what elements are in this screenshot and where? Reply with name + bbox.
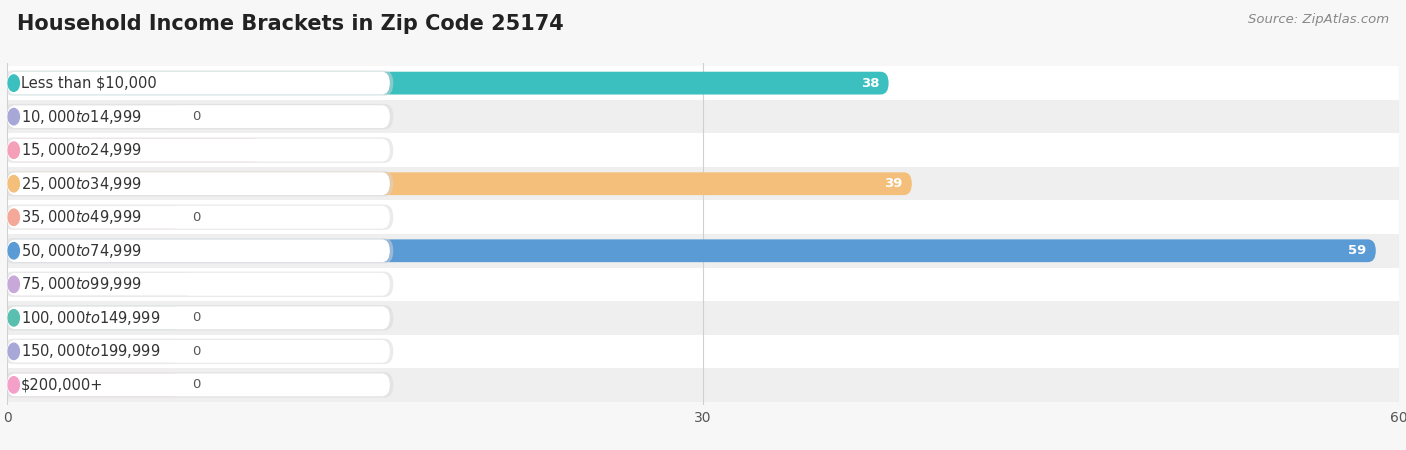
Text: 39: 39 — [884, 177, 903, 190]
Bar — [7, 133, 1399, 167]
FancyBboxPatch shape — [4, 271, 394, 297]
Text: $75,000 to $99,999: $75,000 to $99,999 — [21, 275, 142, 293]
FancyBboxPatch shape — [4, 238, 394, 264]
Text: $35,000 to $49,999: $35,000 to $49,999 — [21, 208, 142, 226]
Text: 0: 0 — [193, 311, 201, 324]
Bar — [7, 335, 1399, 368]
Text: $50,000 to $74,999: $50,000 to $74,999 — [21, 242, 142, 260]
Text: 0: 0 — [193, 110, 201, 123]
Circle shape — [8, 243, 20, 259]
Bar — [7, 200, 1399, 234]
FancyBboxPatch shape — [7, 172, 389, 195]
Text: $10,000 to $14,999: $10,000 to $14,999 — [21, 108, 142, 126]
FancyBboxPatch shape — [7, 340, 389, 363]
Text: 38: 38 — [860, 76, 879, 90]
Text: $25,000 to $34,999: $25,000 to $34,999 — [21, 175, 142, 193]
Circle shape — [8, 343, 20, 360]
Circle shape — [8, 176, 20, 192]
Text: 59: 59 — [1348, 244, 1367, 257]
FancyBboxPatch shape — [7, 105, 181, 128]
Bar — [7, 268, 1399, 301]
FancyBboxPatch shape — [7, 172, 912, 195]
Text: $200,000+: $200,000+ — [21, 378, 103, 392]
FancyBboxPatch shape — [7, 239, 1375, 262]
Text: 11: 11 — [235, 144, 253, 157]
Text: $15,000 to $24,999: $15,000 to $24,999 — [21, 141, 142, 159]
Bar — [7, 368, 1399, 402]
Circle shape — [8, 108, 20, 125]
FancyBboxPatch shape — [7, 139, 389, 162]
FancyBboxPatch shape — [7, 239, 389, 262]
FancyBboxPatch shape — [7, 306, 389, 329]
FancyBboxPatch shape — [4, 338, 394, 364]
Circle shape — [8, 377, 20, 393]
Circle shape — [8, 310, 20, 326]
Bar — [7, 66, 1399, 100]
FancyBboxPatch shape — [7, 72, 889, 94]
FancyBboxPatch shape — [4, 171, 394, 197]
FancyBboxPatch shape — [7, 273, 193, 296]
FancyBboxPatch shape — [7, 374, 181, 396]
Circle shape — [8, 209, 20, 225]
Text: Less than $10,000: Less than $10,000 — [21, 76, 156, 90]
FancyBboxPatch shape — [4, 137, 394, 163]
FancyBboxPatch shape — [7, 139, 262, 162]
FancyBboxPatch shape — [7, 72, 389, 94]
Bar — [7, 301, 1399, 335]
Text: $100,000 to $149,999: $100,000 to $149,999 — [21, 309, 160, 327]
FancyBboxPatch shape — [7, 374, 389, 396]
FancyBboxPatch shape — [7, 206, 389, 229]
Text: 8: 8 — [174, 278, 183, 291]
FancyBboxPatch shape — [7, 306, 181, 329]
Bar — [7, 167, 1399, 200]
FancyBboxPatch shape — [4, 204, 394, 230]
Text: Source: ZipAtlas.com: Source: ZipAtlas.com — [1249, 14, 1389, 27]
Text: 0: 0 — [193, 211, 201, 224]
FancyBboxPatch shape — [4, 70, 394, 96]
Bar — [7, 234, 1399, 268]
FancyBboxPatch shape — [7, 273, 389, 296]
Text: $150,000 to $199,999: $150,000 to $199,999 — [21, 342, 160, 360]
Circle shape — [8, 75, 20, 91]
FancyBboxPatch shape — [7, 340, 181, 363]
Text: 0: 0 — [193, 378, 201, 392]
FancyBboxPatch shape — [7, 105, 389, 128]
Text: Household Income Brackets in Zip Code 25174: Household Income Brackets in Zip Code 25… — [17, 14, 564, 33]
Circle shape — [8, 142, 20, 158]
Circle shape — [8, 276, 20, 292]
FancyBboxPatch shape — [4, 372, 394, 398]
FancyBboxPatch shape — [4, 104, 394, 130]
Text: 0: 0 — [193, 345, 201, 358]
Bar — [7, 100, 1399, 133]
FancyBboxPatch shape — [4, 305, 394, 331]
FancyBboxPatch shape — [7, 206, 181, 229]
